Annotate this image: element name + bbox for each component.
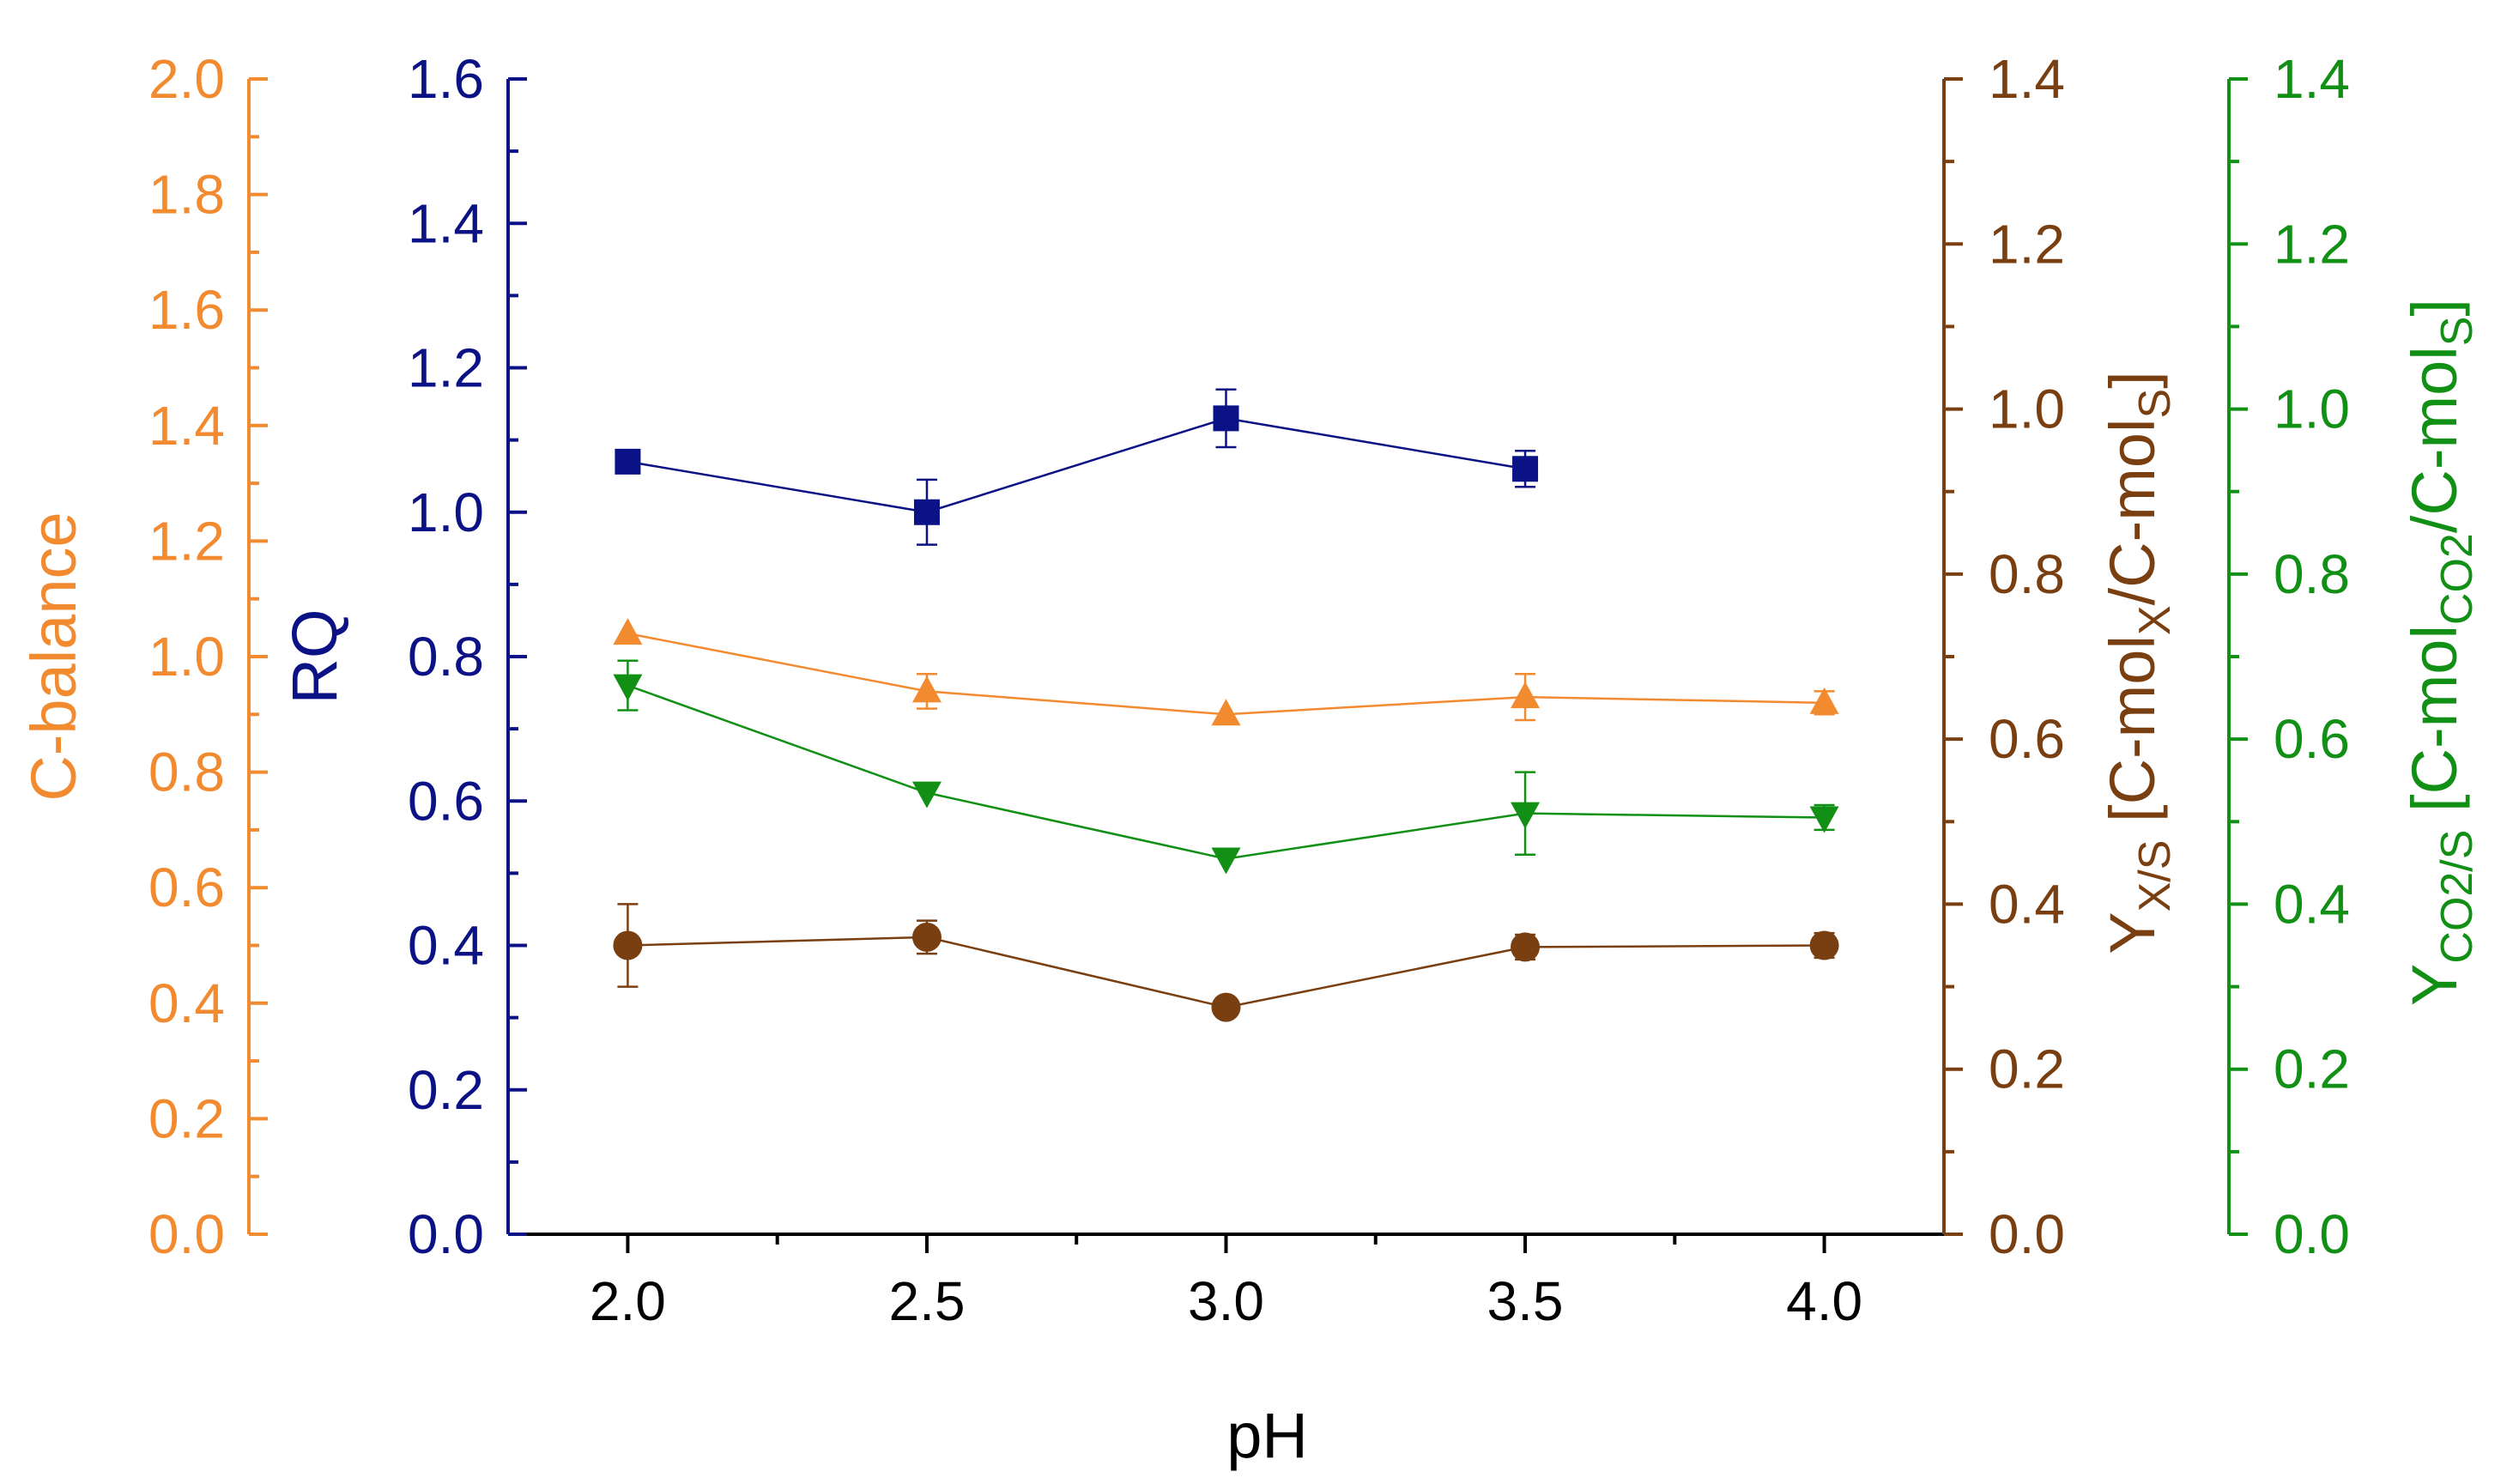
data-point-rq — [1213, 405, 1239, 432]
yco2-label-part: [C-mol — [2399, 625, 2470, 829]
cbalance-tick-label: 1.4 — [148, 395, 225, 457]
yxs-tick-label: 0.8 — [1989, 543, 2065, 605]
yco2-tick-label: 0.0 — [2274, 1203, 2350, 1265]
data-point-rq — [913, 499, 940, 525]
data-point-rq — [1512, 456, 1539, 482]
yco2-label-part: CO2/S — [2432, 830, 2482, 964]
cbalance-axis-label: C-balance — [18, 512, 89, 801]
axes-group: 2.0 2.5 3.0 3.5 4.0 pH 0.0 0.2 0.4 0.6 0.8 1.0 1.2 1.… — [18, 48, 2482, 1471]
data-point-cbalance — [613, 618, 643, 645]
rq-tick-label: 0.4 — [408, 915, 484, 977]
rq-tick-label: 1.0 — [408, 482, 484, 543]
data-point-cbalance — [1211, 699, 1241, 726]
x-tick-label: 2.0 — [590, 1270, 666, 1332]
data-point-yco2 — [1211, 847, 1241, 875]
data-point-yco2 — [1809, 806, 1839, 833]
cbalance-tick-label: 0.6 — [148, 857, 225, 918]
cbalance-tick-label: 1.8 — [148, 164, 225, 226]
yxs-label-part: X/S — [2130, 840, 2180, 912]
yco2-tick-label: 0.4 — [2274, 873, 2350, 935]
rq-tick-label: 0.2 — [408, 1059, 484, 1121]
cbalance-tick-label: 1.0 — [148, 626, 225, 687]
yxs-tick-label: 0.2 — [1989, 1039, 2065, 1100]
yxs-label-part: ] — [2097, 371, 2168, 389]
yco2-tick-label: 0.8 — [2274, 543, 2350, 605]
data-point-yxs — [911, 922, 942, 952]
yco2-label-part: ] — [2399, 299, 2470, 317]
yco2-tick-label: 1.2 — [2274, 213, 2350, 275]
yco2-tick-label: 1.4 — [2274, 48, 2350, 110]
yxs-label-part: Y — [2097, 912, 2168, 954]
yxs-tick-label: 1.2 — [1989, 213, 2065, 275]
series-group — [613, 388, 1839, 1022]
x-tick-label: 3.5 — [1487, 1270, 1564, 1332]
yco2-label-part: CO2 — [2432, 533, 2482, 625]
data-point-yxs — [1211, 992, 1241, 1022]
data-point-yco2 — [1511, 802, 1541, 829]
data-point-yxs — [613, 930, 643, 960]
data-point-yco2 — [911, 781, 942, 809]
yxs-label-part: X — [2130, 605, 2180, 635]
cbalance-tick-label: 0.8 — [148, 742, 225, 803]
data-point-yco2 — [613, 674, 643, 701]
yco2-label-part: /C-mol — [2399, 346, 2470, 533]
yco2-tick-label: 0.6 — [2274, 708, 2350, 770]
cbalance-tick-label: 0.2 — [148, 1087, 225, 1149]
x-axis-label: pH — [1226, 1400, 1308, 1471]
yxs-tick-label: 0.4 — [1989, 873, 2065, 935]
series-yxs — [613, 903, 1839, 1022]
yco2-axis-label: YCO2/S [C-molCO2/C-molS] — [2399, 299, 2482, 1006]
rq-tick-label: 0.0 — [408, 1203, 484, 1265]
rq-tick-label: 1.2 — [408, 337, 484, 399]
yxs-tick-label: 1.0 — [1989, 379, 2065, 440]
rq-tick-label: 1.6 — [408, 48, 484, 110]
x-tick-label: 3.0 — [1188, 1270, 1264, 1332]
yco2-label-part: S — [2432, 317, 2482, 347]
rq-tick-label: 0.6 — [408, 770, 484, 832]
data-point-rq — [615, 448, 641, 475]
cbalance-tick-label: 1.6 — [148, 279, 225, 341]
series-yco2 — [613, 659, 1839, 875]
yco2-tick-label: 1.0 — [2274, 379, 2350, 440]
series-line-rq — [627, 417, 1526, 514]
rq-tick-label: 0.8 — [408, 626, 484, 687]
cbalance-tick-label: 0.4 — [148, 972, 225, 1034]
cbalance-tick-label: 2.0 — [148, 48, 225, 110]
yxs-label-part: /C-mol — [2097, 419, 2168, 606]
x-tick-label: 2.5 — [888, 1270, 965, 1332]
rq-axis-label: RQ — [279, 609, 350, 705]
yxs-tick-label: 0.6 — [1989, 708, 2065, 770]
yco2-label-part: Y — [2399, 964, 2470, 1006]
x-tick-label: 4.0 — [1786, 1270, 1862, 1332]
data-point-yxs — [1809, 930, 1839, 960]
data-point-cbalance — [1511, 681, 1541, 709]
cbalance-tick-label: 1.2 — [148, 510, 225, 572]
cbalance-tick-label: 0.0 — [148, 1203, 225, 1265]
yxs-tick-label: 1.4 — [1989, 48, 2065, 110]
yxs-tick-label: 0.0 — [1989, 1203, 2065, 1265]
data-point-yxs — [1511, 932, 1541, 962]
yco2-tick-label: 0.2 — [2274, 1039, 2350, 1100]
series-rq — [615, 388, 1539, 546]
data-point-cbalance — [1809, 687, 1839, 714]
yxs-axis-label: YX/S [C-molX/C-molS] — [2097, 371, 2180, 954]
yxs-label-part: [C-mol — [2097, 635, 2168, 839]
data-point-cbalance — [911, 675, 942, 703]
rq-tick-label: 1.4 — [408, 192, 484, 254]
series-cbalance — [613, 618, 1839, 726]
yxs-label-part: S — [2130, 389, 2180, 419]
